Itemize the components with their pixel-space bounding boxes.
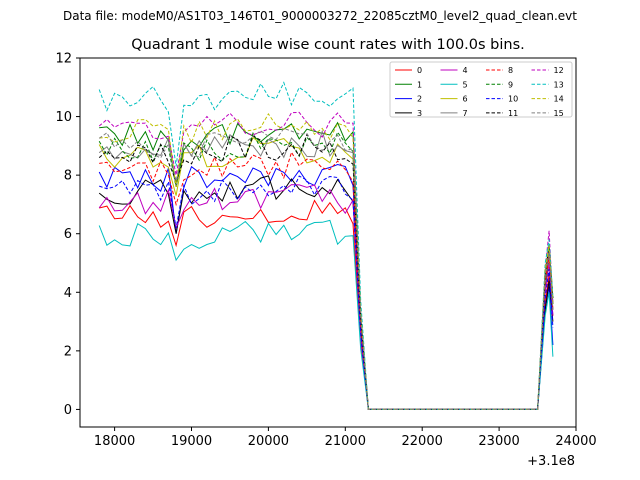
x-tick-label: 18000 xyxy=(94,434,135,449)
series-line-10 xyxy=(99,175,554,410)
series-line-13 xyxy=(98,81,554,410)
series-line-5 xyxy=(98,219,554,410)
chart-title: Quadrant 1 module wise count rates with … xyxy=(131,37,525,53)
x-tick-label: 24000 xyxy=(555,434,596,449)
legend-label-4: 4 xyxy=(463,66,468,75)
axes-frame xyxy=(79,57,577,428)
series-line-3 xyxy=(98,175,554,410)
series-line-9 xyxy=(98,131,554,410)
legend-label-6: 6 xyxy=(463,95,468,104)
legend-label-15: 15 xyxy=(554,109,564,118)
y-tick-label: 0 xyxy=(64,403,72,418)
series-line-11 xyxy=(98,133,554,410)
legend-label-8: 8 xyxy=(508,66,513,75)
series-line-4 xyxy=(98,184,554,410)
series-line-14 xyxy=(99,112,554,410)
x-tick-label: 23000 xyxy=(478,434,519,449)
series-line-12 xyxy=(98,111,554,410)
legend-label-2: 2 xyxy=(417,95,422,104)
legend-label-3: 3 xyxy=(417,109,422,118)
series-line-2 xyxy=(98,163,554,410)
series-line-15 xyxy=(98,127,554,410)
legend-label-9: 9 xyxy=(508,80,513,89)
legend-label-5: 5 xyxy=(463,80,468,89)
y-tick-label: 10 xyxy=(55,110,72,125)
legend-label-1: 1 xyxy=(417,80,422,89)
x-offset-label: +3.1e8 xyxy=(527,454,575,469)
x-tick-label: 22000 xyxy=(402,434,443,449)
series-line-0 xyxy=(99,199,554,410)
y-tick-label: 8 xyxy=(64,169,72,184)
legend-label-10: 10 xyxy=(508,95,518,104)
y-tick-label: 6 xyxy=(64,227,72,242)
legend-label-0: 0 xyxy=(417,66,422,75)
x-tick-label: 21000 xyxy=(325,434,366,449)
legend-label-7: 7 xyxy=(463,109,468,118)
legend-label-13: 13 xyxy=(554,80,564,89)
y-tick-label: 2 xyxy=(64,344,72,359)
y-axis: 0 2 4 6 8 10 12 xyxy=(55,52,80,418)
legend-label-14: 14 xyxy=(554,95,564,104)
legend-box xyxy=(389,61,573,118)
x-tick-label: 20000 xyxy=(248,434,289,449)
legend-label-12: 12 xyxy=(554,66,564,75)
x-tick-label: 19000 xyxy=(171,434,212,449)
suptitle: Data file: modeM0/AS1T03_146T01_90000032… xyxy=(63,9,577,23)
series-line-1 xyxy=(99,121,554,410)
y-tick-label: 12 xyxy=(55,52,72,67)
y-tick-label: 4 xyxy=(64,286,72,301)
x-axis: 18000 19000 20000 21000 22000 23000 24000 xyxy=(94,427,597,449)
legend-label-11: 11 xyxy=(508,109,518,118)
plot-lines xyxy=(98,81,554,410)
